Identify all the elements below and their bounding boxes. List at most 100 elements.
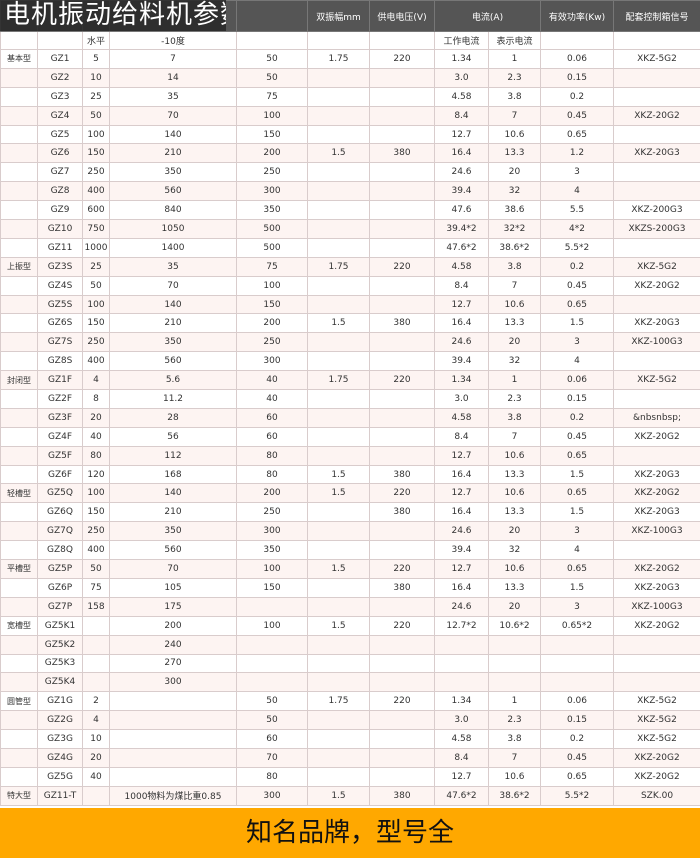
cell-minus10: 56 [109, 426, 237, 447]
cell-power [540, 672, 614, 693]
cell-power: 0.2 [540, 729, 614, 749]
cell-col5: 60 [236, 426, 308, 447]
cell-col5: 300 [236, 351, 308, 372]
cell-model: GZ8Q [37, 540, 83, 561]
cell-amplitude [307, 86, 370, 107]
cell-group [0, 426, 38, 447]
cell-minus10: 1000物料为煤比重0.85 [109, 785, 237, 806]
cell-power: 3 [540, 332, 614, 353]
cell-voltage [369, 634, 435, 655]
cell-control-box: XKZ-200G3 [613, 200, 700, 221]
cell-col5: 75 [236, 256, 308, 277]
cell-control-box [613, 653, 700, 674]
cell-model: GZ7S [37, 332, 83, 353]
cell-col5: 50 [236, 691, 308, 712]
table-row: 轻槽型 GZ5Q 100 140 200 1.5 220 12.7 10.6 0.65 XKZ-20… [0, 483, 700, 504]
cell-col5: 500 [236, 237, 308, 258]
cell-amplitude [307, 426, 370, 447]
cell-voltage [369, 275, 435, 296]
cell-model: GZ7Q [37, 521, 83, 542]
cell-control-box: XKZ-100G3 [613, 521, 700, 542]
cell-voltage [369, 105, 435, 126]
cell-power [540, 634, 614, 655]
cell-control-box: XKZ-5G2 [613, 710, 700, 731]
cell-horizontal: 25 [82, 86, 110, 107]
cell-power [540, 653, 614, 674]
cell-power: 0.06 [540, 691, 614, 712]
cell-model: GZ5K1 [37, 615, 83, 636]
cell-amplitude: 1.5 [307, 559, 370, 579]
cell-work-current: 24.6 [434, 596, 489, 617]
cell-power: 0.2 [540, 86, 614, 107]
cell-group [0, 294, 38, 315]
cell-model: GZ4S [37, 275, 83, 296]
cell-model: GZ1G [37, 691, 83, 712]
cell-power: 0.65 [540, 559, 614, 579]
cell-control-box: SZK.00 [613, 785, 700, 806]
cell-voltage: 220 [369, 256, 435, 277]
cell-power: 5.5*2 [540, 237, 614, 258]
cell-model: GZ6P [37, 577, 83, 598]
cell-control-box [613, 672, 700, 693]
cell-col5: 500 [236, 219, 308, 239]
cell-model: GZ10 [37, 219, 83, 239]
cell-indicate-current: 10.6*2 [488, 615, 541, 636]
cell-power: 3 [540, 596, 614, 617]
cell-power: 1.2 [540, 143, 614, 164]
cell-horizontal: 8 [82, 389, 110, 409]
cell-horizontal: 100 [82, 124, 110, 145]
cell-horizontal: 100 [82, 483, 110, 504]
header-control-box: 配套控制箱信号 [613, 0, 700, 32]
cell-amplitude [307, 502, 370, 523]
cell-power: 0.45 [540, 426, 614, 447]
cell-work-current: 39.4 [434, 181, 489, 202]
cell-minus10: 210 [109, 502, 237, 523]
cell-indicate-current: 10.6 [488, 294, 541, 315]
cell-voltage [369, 540, 435, 561]
cell-model: GZ9 [37, 200, 83, 221]
cell-minus10: 70 [109, 105, 237, 126]
cell-work-current: 47.6*2 [434, 785, 489, 806]
cell-group [0, 766, 38, 787]
table-row: 特大型 GZ11-T 1000物料为煤比重0.85 300 1.5 380 47.6*2 38… [0, 785, 700, 806]
cell-amplitude [307, 596, 370, 617]
table-row: 圆管型 GZ1G 2 50 1.75 220 1.34 1 0.06 XKZ-5G2 [0, 691, 700, 712]
cell-power: 0.15 [540, 710, 614, 731]
cell-minus10: 350 [109, 521, 237, 542]
cell-control-box [613, 294, 700, 315]
cell-minus10: 560 [109, 351, 237, 372]
cell-voltage [369, 67, 435, 88]
cell-amplitude [307, 407, 370, 428]
cell-power: 1.5 [540, 577, 614, 598]
cell-amplitude: 1.75 [307, 370, 370, 391]
cell-group: 封闭型 [0, 370, 38, 391]
cell-indicate-current: 32 [488, 351, 541, 372]
cell-horizontal [82, 672, 110, 693]
cell-model: GZ5 [37, 124, 83, 145]
cell-amplitude [307, 237, 370, 258]
cell-group: 上振型 [0, 256, 38, 277]
cell-model: GZ11 [37, 237, 83, 258]
cell-col5 [236, 634, 308, 655]
cell-control-box [613, 67, 700, 88]
cell-minus10: 70 [109, 559, 237, 579]
cell-amplitude: 1.5 [307, 143, 370, 164]
cell-control-box: XKZ-20G2 [613, 426, 700, 447]
cell-indicate-current: 2.3 [488, 67, 541, 88]
cell-indicate-current: 13.3 [488, 313, 541, 334]
cell-model: GZ8S [37, 351, 83, 372]
cell-model: GZ5K2 [37, 634, 83, 655]
cell-col5: 80 [236, 445, 308, 466]
cell-voltage [369, 219, 435, 239]
cell-indicate-current: 7 [488, 747, 541, 768]
cell-work-current: 16.4 [434, 143, 489, 164]
cell-minus10 [109, 710, 237, 731]
cell-minus10: 70 [109, 275, 237, 296]
cell-amplitude: 1.75 [307, 49, 370, 69]
cell-group [0, 86, 38, 107]
cell-voltage [369, 162, 435, 183]
table-row: GZ4F 40 56 60 8.4 7 0.45 XKZ-20G2 [0, 426, 700, 447]
cell-amplitude [307, 294, 370, 315]
cell-work-current: 39.4 [434, 540, 489, 561]
cell-col5: 50 [236, 67, 308, 88]
